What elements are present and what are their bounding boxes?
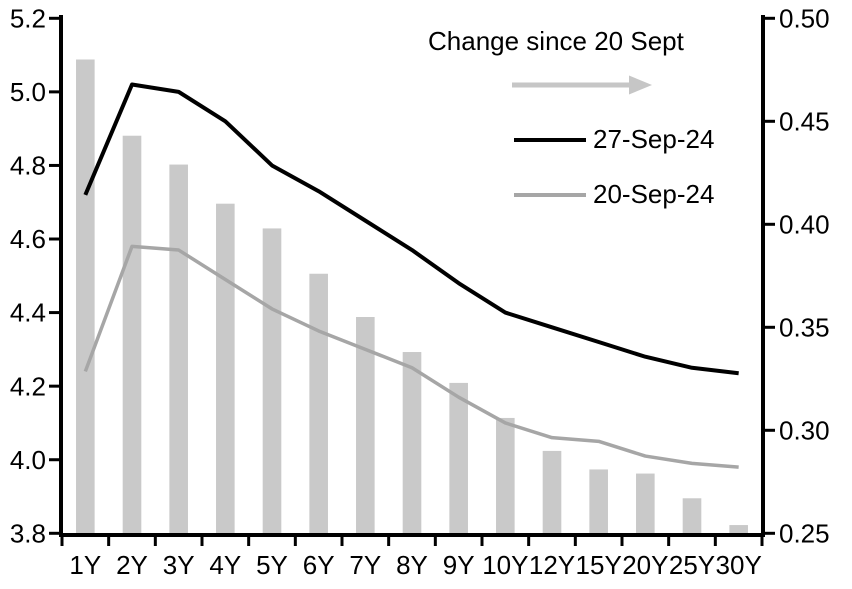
left-axis-tick-label: 5.0 bbox=[10, 77, 46, 107]
bar-change-6Y bbox=[309, 273, 328, 535]
left-axis-tick-label: 4.6 bbox=[10, 224, 46, 254]
bar-change-5Y bbox=[262, 228, 282, 536]
x-axis-tick-label: 30Y bbox=[716, 550, 762, 580]
left-axis-tick-label: 5.2 bbox=[10, 3, 46, 33]
x-axis-tick-label: 10Y bbox=[482, 550, 528, 580]
bar-change-4Y bbox=[216, 203, 235, 535]
left-axis-tick-label: 4.0 bbox=[10, 445, 46, 475]
change-arrow-icon bbox=[512, 74, 652, 101]
legend-bar-series-label: Change since 20 Sept bbox=[428, 26, 684, 56]
legend-label-27sep: 27-Sep-24 bbox=[593, 124, 715, 154]
bar-change-2Y bbox=[122, 135, 142, 535]
bar-change-12Y bbox=[542, 450, 562, 535]
bar-change-3Y bbox=[169, 164, 188, 535]
bar-change-10Y bbox=[496, 417, 515, 535]
left-axis-tick-label: 3.8 bbox=[10, 518, 46, 548]
right-axis-tick-label: 0.30 bbox=[779, 415, 830, 445]
x-axis-tick-label: 6Y bbox=[303, 550, 335, 580]
x-axis-tick-label: 9Y bbox=[443, 550, 475, 580]
left-axis-tick-label: 4.4 bbox=[10, 298, 46, 328]
left-axis-tick-label: 4.8 bbox=[10, 151, 46, 181]
bar-change-8Y bbox=[402, 352, 422, 535]
line-20-Sep-24 bbox=[83, 244, 739, 469]
x-axis-tick-label: 7Y bbox=[349, 550, 381, 580]
bar-change-20Y bbox=[636, 473, 655, 535]
legend-item-20sep: 20-Sep-24 bbox=[514, 179, 714, 210]
x-axis-tick-label: 3Y bbox=[163, 550, 195, 580]
x-axis-tick-label: 1Y bbox=[69, 550, 101, 580]
line-sample-27sep-icon bbox=[514, 137, 586, 142]
right-axis-tick-label: 0.45 bbox=[779, 106, 830, 136]
x-axis-tick-label: 15Y bbox=[576, 550, 622, 580]
x-axis-tick-label: 20Y bbox=[622, 550, 668, 580]
right-axis-tick-label: 0.35 bbox=[779, 312, 830, 342]
line-27-Sep-24 bbox=[83, 82, 739, 376]
right-axis-tick-label: 0.40 bbox=[779, 209, 830, 239]
bar-change-25Y bbox=[682, 498, 702, 535]
x-axis-tick-label: 8Y bbox=[396, 550, 428, 580]
right-axis-tick-label: 0.25 bbox=[779, 518, 830, 548]
bar-change-7Y bbox=[356, 317, 375, 535]
x-axis-tick-label: 5Y bbox=[256, 550, 288, 580]
bar-change-9Y bbox=[449, 382, 468, 535]
bar-change-1Y bbox=[76, 59, 95, 535]
bar-change-30Y bbox=[729, 525, 748, 535]
x-axis-tick-label: 12Y bbox=[529, 550, 575, 580]
bar-change-15Y bbox=[589, 469, 608, 535]
line-sample-20sep-icon bbox=[514, 192, 586, 197]
x-axis-tick-label: 25Y bbox=[669, 550, 715, 580]
x-axis-tick-label: 2Y bbox=[116, 550, 148, 580]
right-axis-tick-label: 0.50 bbox=[779, 3, 830, 33]
left-axis-tick-label: 4.2 bbox=[10, 371, 46, 401]
x-axis-tick-label: 4Y bbox=[209, 550, 241, 580]
legend-item-27sep: 27-Sep-24 bbox=[514, 124, 714, 155]
legend-label-20sep: 20-Sep-24 bbox=[593, 179, 715, 209]
